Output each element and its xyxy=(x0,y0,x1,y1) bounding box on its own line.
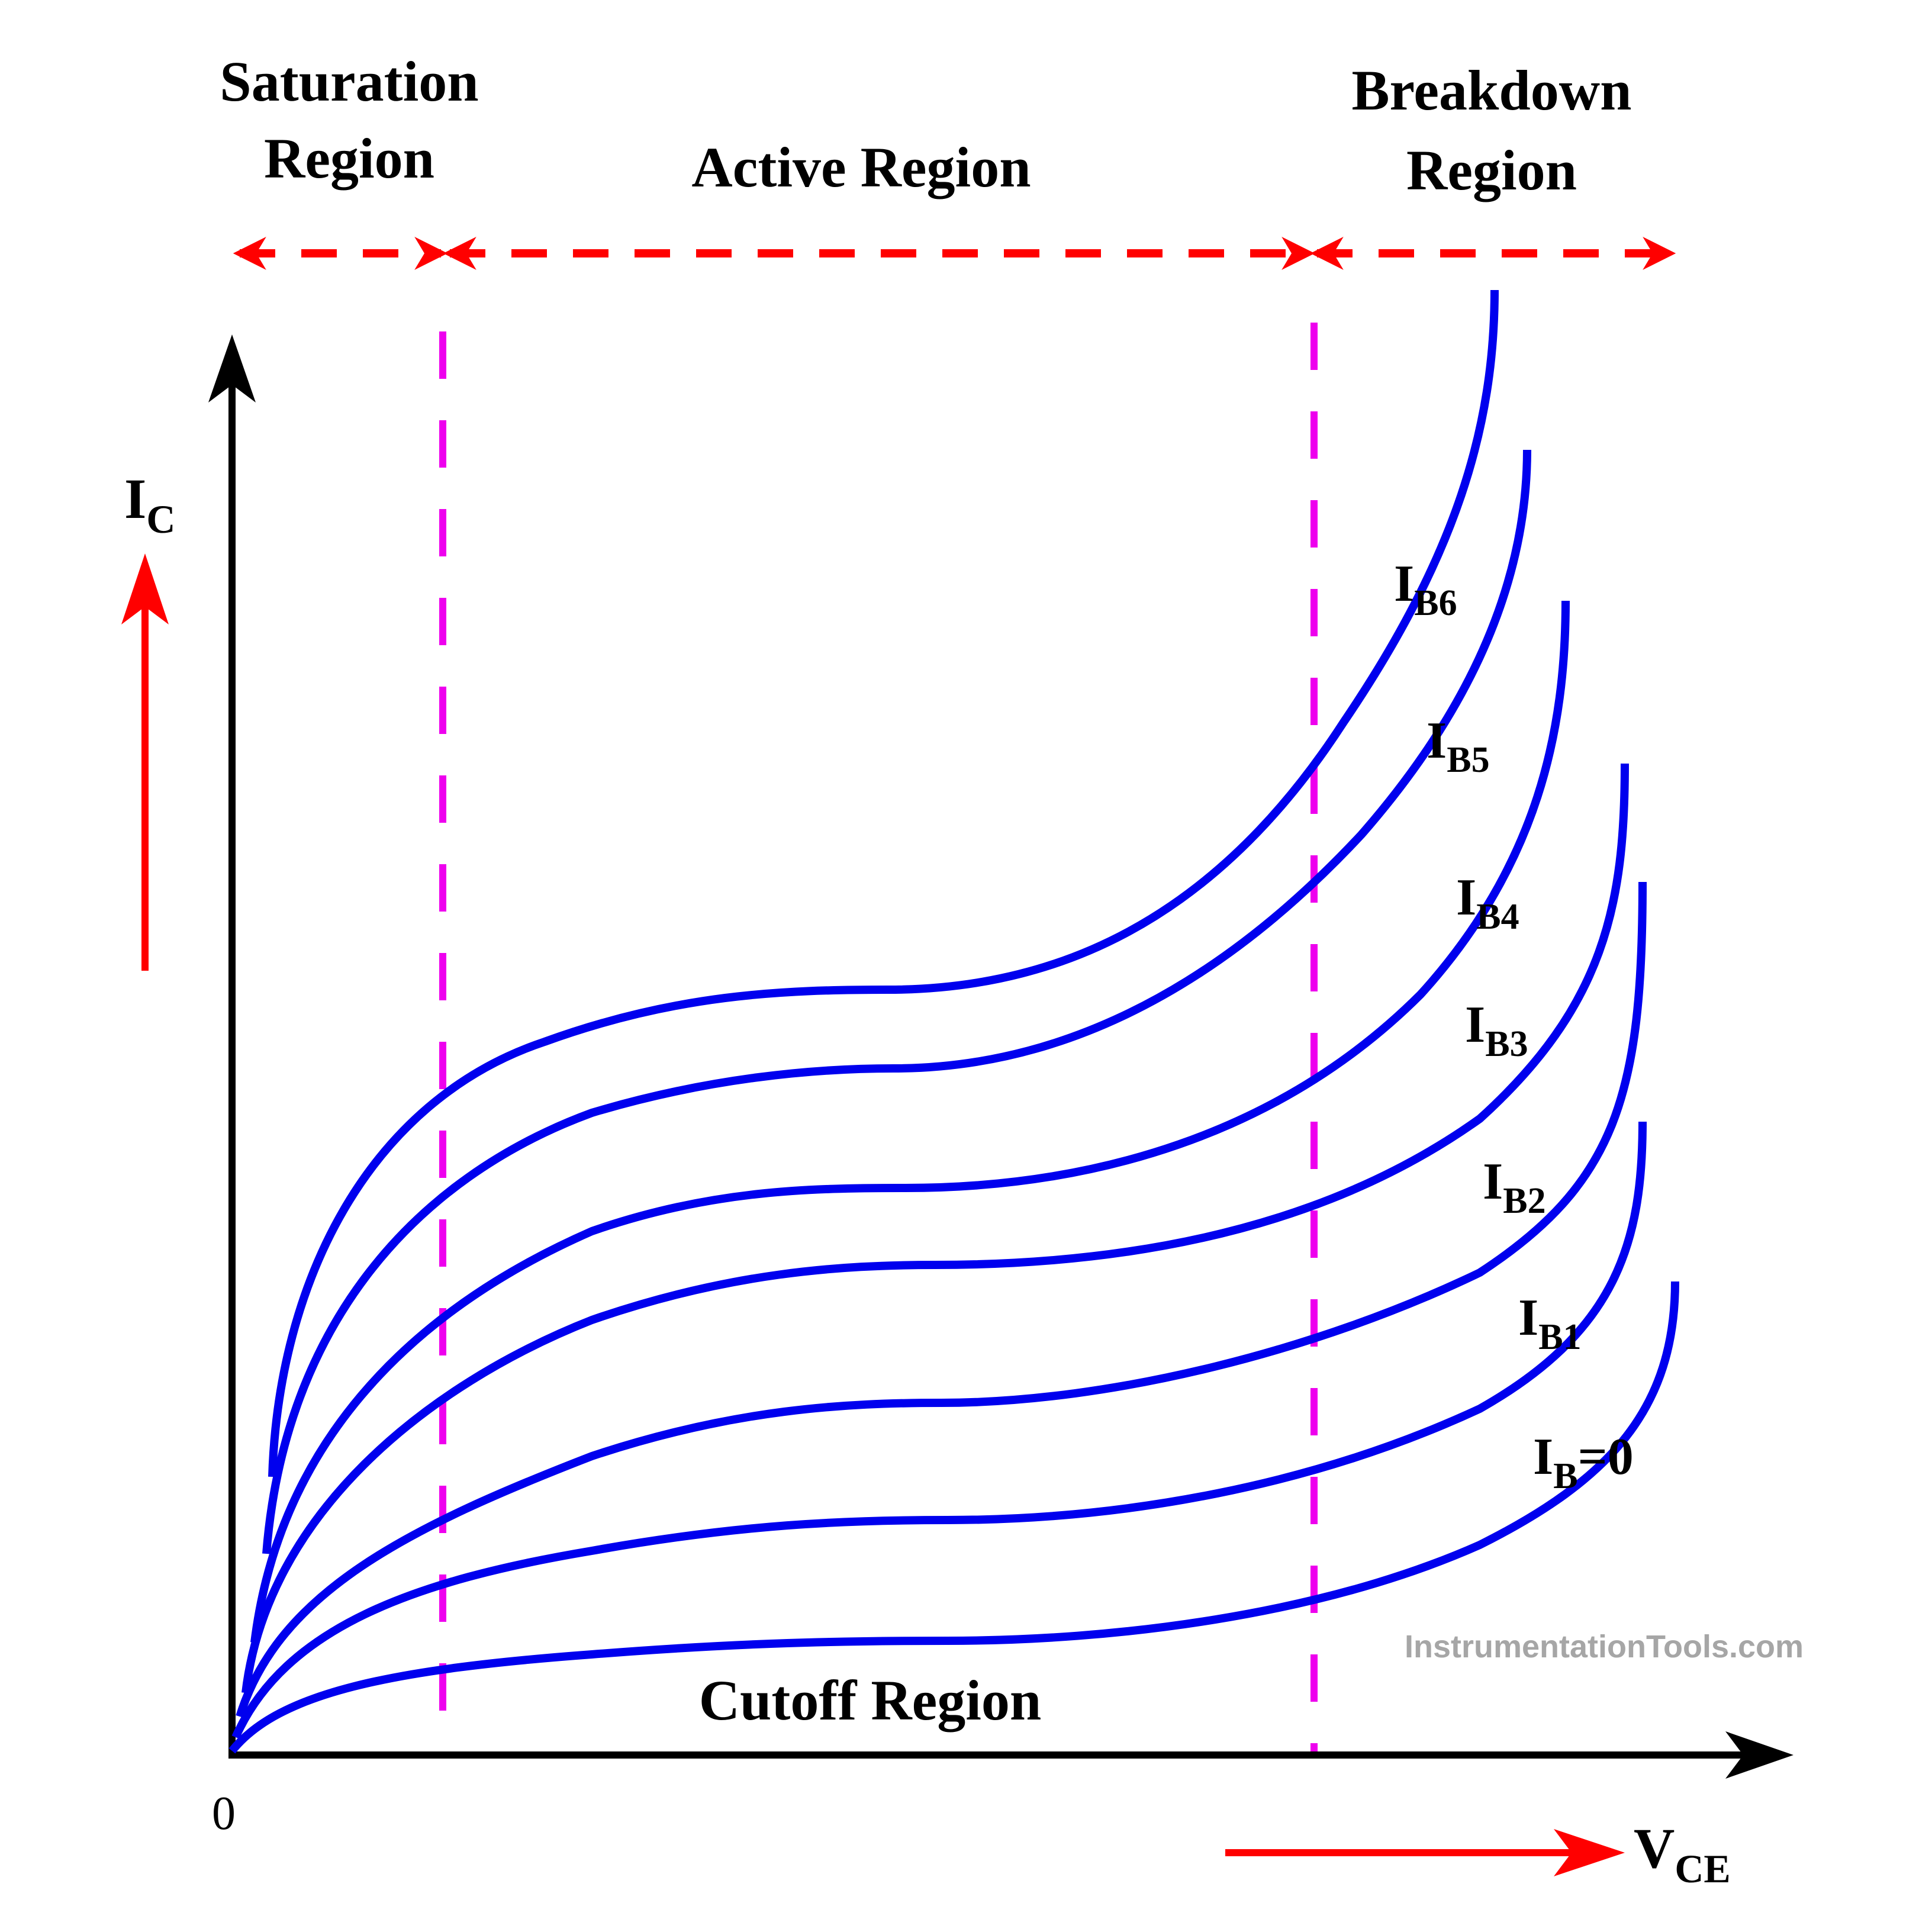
cutoff-region-label: Cutoff Region xyxy=(699,1669,1042,1732)
ic-direction-arrowhead xyxy=(121,553,169,624)
curve-label-ib0: IB=0 xyxy=(1533,1428,1634,1496)
curve-ib4 xyxy=(250,600,1570,1643)
saturation-label-line1: Saturation xyxy=(220,50,478,113)
breakdown-label-line1: Breakdown xyxy=(1351,59,1631,122)
curve-labels: IB6 IB5 IB4 IB3 IB2 IB1 IB=0 xyxy=(1394,555,1634,1496)
curve-label-ib3: IB3 xyxy=(1465,996,1528,1064)
characteristic-curves xyxy=(228,289,1679,1754)
curve-ib6 xyxy=(268,289,1499,1477)
curve-label-ib4: IB4 xyxy=(1456,869,1519,937)
curve-ib1 xyxy=(231,1121,1647,1739)
curve-label-ib6: IB6 xyxy=(1394,555,1457,623)
curve-ib3 xyxy=(242,763,1629,1693)
vce-direction-arrowhead xyxy=(1554,1829,1625,1876)
x-axis-arrowhead xyxy=(1725,1731,1793,1779)
curve-label-ib1: IB1 xyxy=(1518,1289,1582,1357)
origin-label: 0 xyxy=(212,1788,236,1840)
breakdown-label-line2: Region xyxy=(1406,139,1577,202)
curve-ib5 xyxy=(262,449,1531,1554)
curve-label-ib2: IB2 xyxy=(1483,1153,1546,1221)
y-axis-arrowhead xyxy=(208,334,256,402)
curve-label-ib5: IB5 xyxy=(1427,712,1490,780)
watermark-text: InstrumentationTools.com xyxy=(1405,1629,1804,1664)
curve-ib2 xyxy=(236,881,1647,1718)
saturation-label-line2: Region xyxy=(264,127,434,190)
curve-ib0 xyxy=(228,1281,1679,1754)
ic-axis-label: IC xyxy=(124,467,175,542)
vce-axis-label: VCE xyxy=(1634,1817,1731,1891)
active-region-label: Active Region xyxy=(691,136,1031,199)
